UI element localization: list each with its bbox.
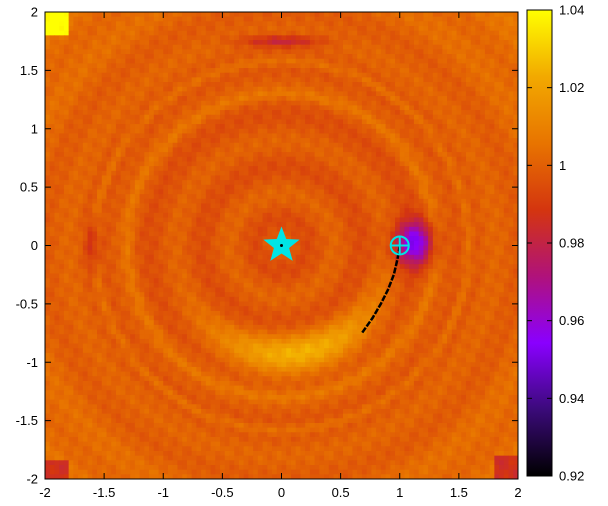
star-center-dot: [280, 244, 283, 247]
colorbar-tick-label: 1: [559, 158, 566, 173]
colorbar-tick-label: 0.92: [559, 469, 584, 484]
x-tick-label: -2: [39, 485, 51, 500]
x-tick-label: 0: [278, 485, 285, 500]
colorbar-tick-label: 0.94: [559, 391, 584, 406]
x-tick-label: 1.5: [450, 485, 468, 500]
x-tick-label: 1: [396, 485, 403, 500]
y-tick-label: -2: [26, 472, 38, 487]
y-tick-label: -1.5: [16, 413, 38, 428]
colorbar-tick-label: 1.04: [559, 3, 584, 18]
x-tick-label: -1.5: [93, 485, 115, 500]
x-tick-label: -0.5: [211, 485, 233, 500]
y-tick-label: -0.5: [16, 296, 38, 311]
x-tick-label: 0.5: [332, 485, 350, 500]
x-tick-label: -1: [157, 485, 169, 500]
y-tick-label: 0.5: [20, 180, 38, 195]
y-tick-label: 1.5: [20, 63, 38, 78]
planet-marker: [391, 237, 409, 255]
y-tick-label: -1: [26, 355, 38, 370]
colorbar: 0.92 0.94 0.96 0.98 1 1.02 1.04: [527, 3, 584, 484]
x-tick-label: 2: [514, 485, 521, 500]
y-tick-label: 2: [31, 5, 38, 20]
y-tick-label: 1: [31, 121, 38, 136]
colorbar-tick-label: 0.98: [559, 236, 584, 251]
y-tick-label: 0: [31, 238, 38, 253]
colorbar-tick-label: 0.96: [559, 313, 584, 328]
colorbar-tick-label: 1.02: [559, 80, 584, 95]
